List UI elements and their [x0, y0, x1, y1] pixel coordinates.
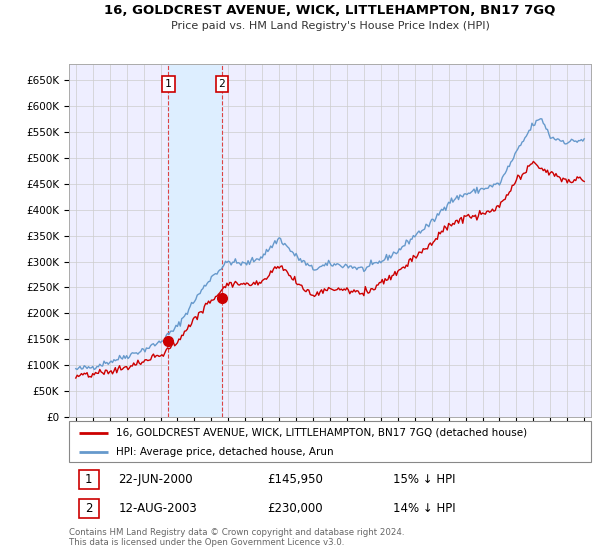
Text: HPI: Average price, detached house, Arun: HPI: Average price, detached house, Arun [116, 447, 334, 457]
Bar [169, 64, 222, 417]
Text: 15% ↓ HPI: 15% ↓ HPI [392, 473, 455, 486]
Text: 12-AUG-2003: 12-AUG-2003 [119, 502, 197, 515]
Text: 2: 2 [218, 79, 225, 89]
Text: 1: 1 [85, 473, 92, 486]
Text: £145,950: £145,950 [268, 473, 323, 486]
Text: £230,000: £230,000 [268, 502, 323, 515]
FancyBboxPatch shape [69, 421, 591, 462]
Text: Contains HM Land Registry data © Crown copyright and database right 2024.
This d: Contains HM Land Registry data © Crown c… [69, 528, 404, 547]
Text: 1: 1 [165, 79, 172, 89]
FancyBboxPatch shape [79, 500, 99, 519]
FancyBboxPatch shape [79, 470, 99, 489]
Text: Price paid vs. HM Land Registry's House Price Index (HPI): Price paid vs. HM Land Registry's House … [170, 21, 490, 31]
Text: 16, GOLDCREST AVENUE, WICK, LITTLEHAMPTON, BN17 7GQ: 16, GOLDCREST AVENUE, WICK, LITTLEHAMPTO… [104, 4, 556, 17]
Text: 16, GOLDCREST AVENUE, WICK, LITTLEHAMPTON, BN17 7GQ (detached house): 16, GOLDCREST AVENUE, WICK, LITTLEHAMPTO… [116, 428, 527, 437]
Text: 22-JUN-2000: 22-JUN-2000 [119, 473, 193, 486]
Text: 14% ↓ HPI: 14% ↓ HPI [392, 502, 455, 515]
Text: 2: 2 [85, 502, 92, 515]
